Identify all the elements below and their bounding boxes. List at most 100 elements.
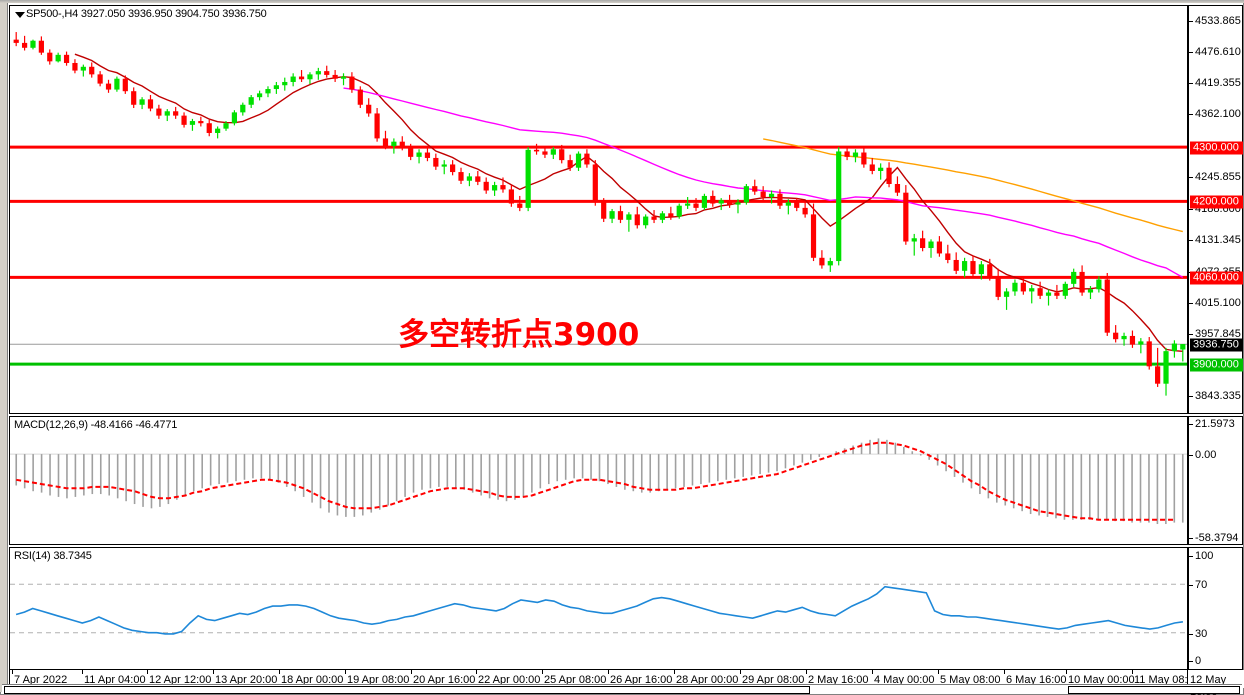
candle-bullish: [575, 153, 582, 168]
candle-bearish: [399, 141, 405, 148]
candle-bullish: [1096, 279, 1102, 290]
rsi-line: [15, 585, 1184, 635]
scale-tick: 100: [1189, 550, 1213, 562]
time-axis-label: 4 May 00:00: [874, 674, 935, 686]
candle-bullish: [928, 241, 934, 249]
candle-bullish: [231, 112, 238, 124]
candle-bearish: [894, 183, 901, 193]
candle-bearish: [38, 40, 44, 53]
time-axis-label: 19 Apr 08:00: [347, 674, 410, 686]
time-axis-label: 11 May 08:00: [1134, 674, 1200, 686]
candle-bearish: [324, 71, 330, 75]
scale-price-tag: 3936.750: [1190, 338, 1243, 352]
time-axis-label: 18 Apr 00:00: [281, 674, 344, 686]
candle-bullish: [701, 195, 708, 208]
horizontal-scrollbar[interactable]: [2, 684, 1242, 694]
rsi-scale[interactable]: 100 70 30 0: [1188, 547, 1243, 670]
candle-bearish: [47, 52, 53, 62]
candle-bullish: [659, 213, 666, 220]
candle-bearish: [1079, 271, 1085, 293]
candle-bearish: [450, 164, 456, 173]
candle-bearish: [1020, 282, 1026, 292]
candle-bearish: [357, 89, 363, 105]
candle-bullish: [1071, 271, 1077, 284]
price-chart-pane[interactable]: SP500-,H4 3927.050 3936.950 3904.750 393…: [9, 5, 1188, 414]
scale-price-tag: 3900.000: [1190, 358, 1243, 372]
candle-bullish: [743, 186, 749, 203]
candle-bearish: [63, 54, 70, 63]
candle-bullish: [55, 54, 61, 62]
candle-bearish: [408, 147, 414, 157]
candle-bullish: [827, 261, 833, 266]
candle-bullish: [685, 203, 691, 206]
time-axis-label: 29 Apr 08:00: [742, 674, 805, 686]
candle-bullish: [223, 123, 229, 129]
time-axis-tick: [938, 670, 939, 674]
candle-bearish: [424, 152, 431, 158]
scale-tick: 30: [1189, 628, 1207, 640]
time-axis-tick: [279, 670, 280, 674]
time-axis[interactable]: 7 Apr 2022 11 Apr 04:00 12 Apr 12:00 13 Apr…: [9, 670, 1200, 688]
macd-plot: [10, 438, 1187, 525]
candle-bearish: [508, 189, 514, 204]
candle-bearish: [819, 257, 825, 266]
candle-bullish: [248, 97, 254, 105]
scale-tick: 4476.610: [1189, 46, 1241, 58]
candle-bearish: [617, 211, 624, 220]
candle-bearish: [752, 186, 758, 192]
candle-bearish: [500, 185, 506, 190]
candle-bullish: [1003, 291, 1010, 297]
candle-bullish: [315, 71, 321, 75]
candle-bearish: [710, 195, 716, 204]
candle-bullish: [1045, 292, 1052, 296]
candle-bullish: [785, 202, 791, 206]
rsi-pane[interactable]: RSI(14) 38.7345: [9, 547, 1188, 670]
candle-bullish: [676, 205, 682, 217]
candle-bearish: [89, 66, 95, 75]
candle-bullish: [265, 89, 271, 94]
candle-bearish: [592, 164, 598, 203]
candle-bearish: [13, 39, 19, 43]
macd-label: MACD(12,26,9) -48.4166 -46.4771: [14, 419, 178, 431]
time-axis-label: 28 Apr 00:00: [676, 674, 739, 686]
chevron-down-icon[interactable]: [15, 12, 25, 18]
candle-bullish: [290, 76, 296, 82]
candle-bearish: [298, 76, 305, 80]
candle-bullish: [256, 93, 263, 98]
candle-bullish: [1171, 343, 1178, 352]
scale-tick: -58.3794: [1189, 532, 1238, 544]
time-axis-tick: [740, 670, 741, 674]
price-scale[interactable]: 4533.865 4476.610 4419.355 4362.100 4245.855…: [1188, 5, 1243, 414]
time-axis-label: 11 Apr 04:00: [84, 674, 146, 686]
time-axis-label: 10 May 00:00: [1068, 674, 1135, 686]
scale-tick: 4245.855: [1189, 171, 1241, 183]
candle-bearish: [1037, 288, 1043, 296]
candle-bullish: [550, 149, 556, 155]
candle-bearish: [206, 123, 212, 133]
candle-bearish: [1113, 332, 1119, 340]
window-top-edge: [0, 0, 1244, 3]
candle-bearish: [382, 138, 389, 147]
candle-bearish: [668, 213, 674, 217]
candle-bearish: [433, 157, 439, 167]
candle-bearish: [147, 99, 154, 109]
macd-pane[interactable]: MACD(12,26,9) -48.4166 -46.4771: [9, 416, 1188, 545]
candle-bullish: [282, 81, 288, 86]
candle-bearish: [726, 200, 733, 205]
time-axis-tick: [213, 670, 214, 674]
scrollbar-thumb-left[interactable]: [4, 686, 810, 694]
candle-bullish: [1062, 283, 1068, 296]
time-axis-tick: [82, 670, 83, 674]
candle-bearish: [844, 151, 850, 157]
candle-bearish: [559, 149, 565, 161]
candle-bullish: [1087, 289, 1094, 293]
macd-scale[interactable]: 21.5973 0.00 -58.3794: [1188, 416, 1243, 545]
symbol-header-label: SP500-,H4 3927.050 3936.950 3904.750 393…: [26, 8, 267, 20]
time-axis-tick: [476, 670, 477, 674]
candle-bearish: [861, 152, 867, 165]
time-axis-tick: [345, 670, 346, 674]
candle-bearish: [693, 203, 699, 208]
candle-bearish: [1104, 279, 1110, 333]
candle-bearish: [920, 238, 926, 249]
scrollbar-thumb-right[interactable]: [1068, 686, 1240, 694]
